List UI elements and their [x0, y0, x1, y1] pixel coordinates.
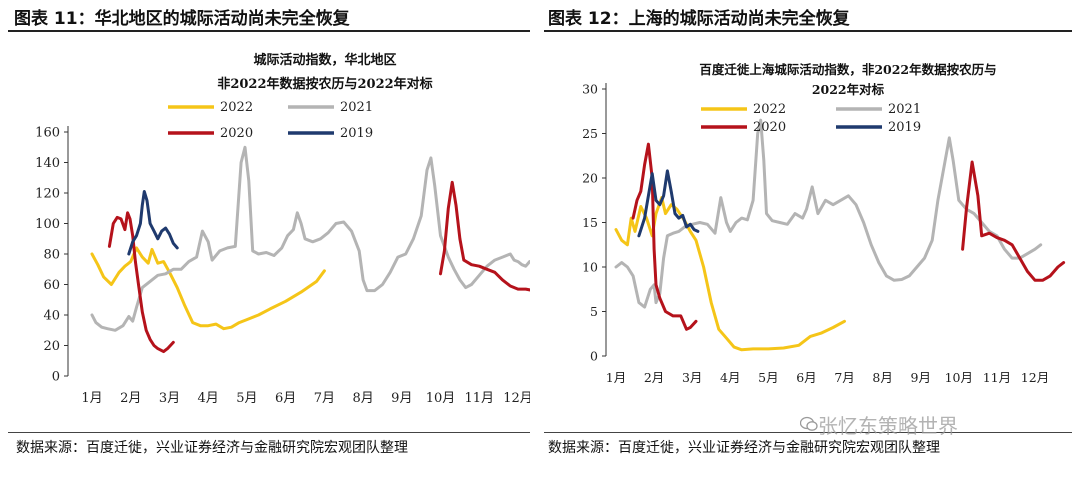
legend-label-2020: 2020 — [753, 120, 786, 135]
y-tick-label: 80 — [43, 248, 60, 263]
y-tick-label: 5 — [590, 304, 598, 319]
watermark-text: 张忆东策略世界 — [818, 414, 958, 438]
x-tick-label: 11月 — [464, 391, 494, 406]
x-tick-label: 4月 — [198, 391, 219, 406]
x-tick-label: 8月 — [872, 370, 892, 385]
y-tick-label: 0 — [52, 370, 60, 385]
series-line-2020 — [631, 142, 698, 331]
x-tick-label: 5月 — [236, 391, 257, 406]
series-line-2019 — [637, 169, 700, 238]
y-tick-label: 10 — [582, 260, 598, 275]
x-tick-label: 9月 — [391, 391, 412, 406]
y-tick-label: 160 — [35, 126, 60, 141]
x-tick-label: 12月 — [1021, 370, 1049, 385]
legend-label-2019: 2019 — [340, 126, 373, 141]
series-line-2020 — [107, 211, 175, 354]
series-line-2020 — [439, 180, 530, 292]
legend-label-2022: 2022 — [220, 100, 253, 115]
y-tick-label: 25 — [582, 126, 598, 141]
figure-12-title: 图表 12：上海的城际活动尚未完全恢复 — [548, 9, 850, 29]
x-tick-label: 5月 — [758, 370, 778, 385]
x-tick-label: 6月 — [275, 391, 296, 406]
y-tick-label: 120 — [35, 187, 60, 202]
legend-label-2019: 2019 — [888, 120, 921, 135]
series-line-2021 — [614, 118, 1043, 309]
figure-11-bottom-rule — [8, 432, 530, 433]
x-tick-label: 1月 — [81, 391, 102, 406]
y-tick-label: 0 — [590, 349, 598, 364]
series-line-2022 — [614, 196, 846, 352]
legend-label-2021: 2021 — [340, 100, 373, 115]
chart-title-line: 2022年对标 — [812, 82, 885, 97]
x-tick-label: 4月 — [720, 370, 740, 385]
y-tick-label: 20 — [582, 171, 598, 186]
figure-11-top-rule — [8, 30, 530, 32]
wechat-icon — [800, 416, 818, 431]
figure-12-source: 数据来源：百度迁徙，兴业证券经济与金融研究院宏观团队整理 — [548, 440, 940, 456]
figure-12-top-rule — [544, 30, 1072, 32]
x-tick-label: 12月 — [503, 391, 530, 406]
figure-12-bottom-rule — [544, 432, 1072, 433]
figure-11-source: 数据来源：百度迁徙，兴业证券经济与金融研究院宏观团队整理 — [16, 440, 408, 456]
y-tick-label: 60 — [43, 278, 60, 293]
chart-shanghai: 百度迁徙上海城际活动指数，非2022年数据按农历与 2022年对标 0 5 10 15 20… — [582, 62, 1066, 385]
x-tick-label: 3月 — [159, 391, 180, 406]
legend-label-2020: 2020 — [220, 126, 253, 141]
x-tick-label: 2月 — [644, 370, 664, 385]
y-tick-label: 140 — [35, 156, 60, 171]
series-line-2022 — [90, 246, 326, 331]
chart-title-line: 非2022年数据按农历与2022年对标 — [217, 76, 432, 92]
series-line-2020 — [961, 160, 1066, 282]
x-tick-label: 11月 — [983, 370, 1011, 385]
x-tick-label: 2月 — [120, 391, 141, 406]
x-tick-label: 10月 — [945, 370, 973, 385]
series-line-2019 — [127, 190, 179, 256]
legend-label-2022: 2022 — [753, 102, 786, 117]
x-tick-label: 10月 — [426, 391, 456, 406]
y-tick-label: 20 — [43, 339, 60, 354]
x-tick-label: 9月 — [911, 370, 931, 385]
y-tick-label: 40 — [43, 309, 60, 324]
chart-title-line: 百度迁徙上海城际活动指数，非2022年数据按农历与 — [699, 62, 996, 77]
x-tick-label: 7月 — [314, 391, 335, 406]
y-tick-label: 100 — [35, 217, 60, 232]
y-tick-label: 30 — [582, 82, 598, 97]
figure-11-title: 图表 11：华北地区的城际活动尚未完全恢复 — [14, 9, 350, 29]
x-tick-label: 3月 — [682, 370, 702, 385]
legend-label-2021: 2021 — [888, 102, 921, 117]
x-tick-label: 7月 — [834, 370, 854, 385]
chart-title-line: 城际活动指数，华北地区 — [253, 52, 396, 68]
y-tick-label: 15 — [582, 215, 598, 230]
x-tick-label: 8月 — [352, 391, 373, 406]
series-line-2021 — [90, 145, 530, 332]
x-tick-label: 1月 — [606, 370, 626, 385]
x-tick-label: 6月 — [796, 370, 816, 385]
